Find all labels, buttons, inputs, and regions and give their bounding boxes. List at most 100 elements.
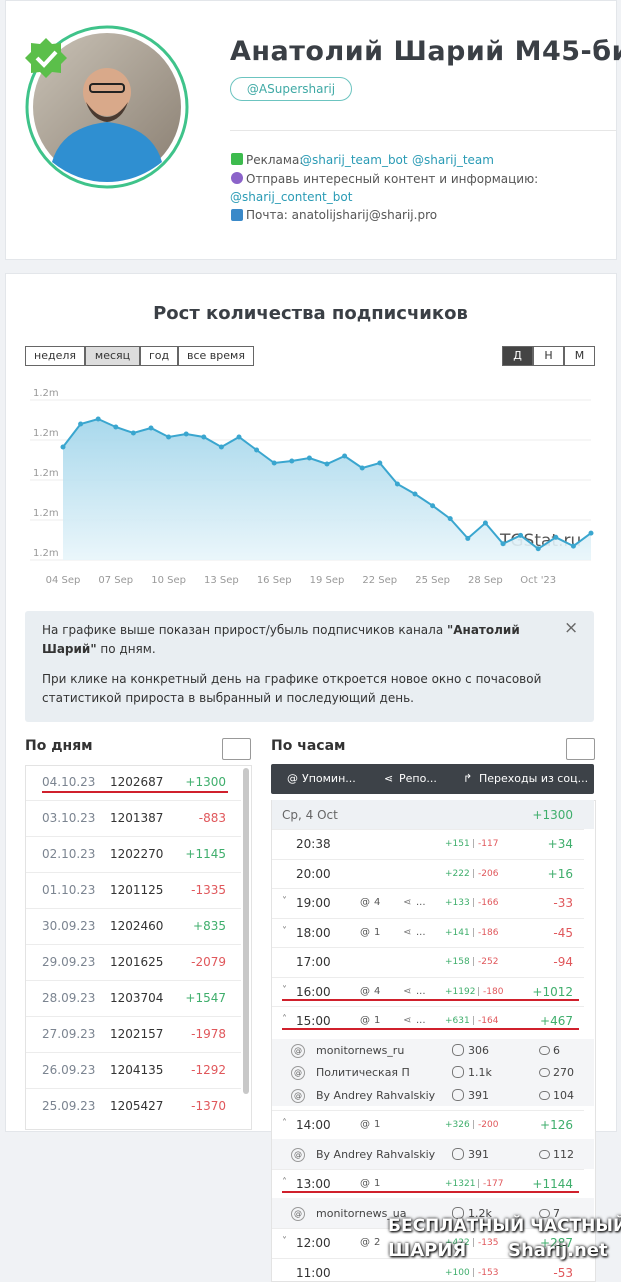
date[interactable]: 01.10.23 [42,883,96,897]
granularity-button[interactable]: Д [502,346,533,366]
point [482,520,488,526]
granularity-button[interactable]: М [564,346,595,366]
check-icon [231,153,243,165]
expand-caret[interactable]: ˅ [282,1236,287,1247]
granularity-button[interactable]: Н [533,346,564,366]
expand-caret[interactable]: ˄ [282,1014,287,1025]
point [324,461,330,467]
ad-link[interactable]: @sharij_team_bot [300,153,408,167]
date[interactable]: 25.09.23 [42,1099,96,1113]
tab[interactable]: Репо... [399,772,437,785]
channel-name[interactable]: By Andrey Rahvalskiy [316,1147,436,1161]
period-button[interactable]: год [140,346,178,366]
channel-name[interactable]: monitornews_ru [316,1043,405,1057]
x-tick-label: 13 Sep [204,575,239,586]
period-button[interactable]: неделя [25,346,85,366]
mention-icon: @ [360,985,370,997]
people-icon [452,1088,464,1101]
change: -2079 [191,955,226,969]
sub-row-bg [272,1038,594,1062]
period-button[interactable]: все время [178,346,254,366]
expand-caret[interactable]: ˅ [282,984,287,996]
separator: | [477,1179,481,1189]
row-divider [272,858,584,860]
views: 112 [553,1147,574,1161]
date[interactable]: 02.10.23 [42,847,96,861]
handle[interactable]: @ASupersharij [246,82,336,96]
x-tick-label: 16 Sep [257,575,292,586]
day-header [272,800,594,829]
channel-icon: @ [291,1206,305,1221]
export-button[interactable] [566,738,595,760]
point [535,546,541,552]
date[interactable]: 30.09.23 [42,919,96,933]
people-icon [231,172,243,184]
close-button[interactable]: × [564,618,579,638]
left: -186 [478,927,499,938]
hour-total: -53 [553,1265,573,1280]
ad-link[interactable]: @sharij_team [412,153,494,167]
tab-icon: ⋖ [384,772,394,785]
joined: +141 [445,927,470,938]
time: 19:00 [296,896,331,910]
point [148,425,154,431]
sub-row-bg [272,1061,594,1084]
point [500,541,506,547]
mention-icon: @ [360,926,370,938]
point [183,431,189,437]
left: -164 [478,1016,499,1026]
channel-subs: 306 [468,1043,489,1057]
channel-name[interactable]: By Andrey Rahvalskiy [316,1088,436,1102]
mentions: 4 [374,985,381,997]
scrollbar[interactable] [243,768,249,1094]
footer-watermark: Sharij.net [508,1240,608,1261]
row-divider [26,800,241,801]
point [78,421,84,427]
date[interactable]: 04.10.23 [42,775,96,789]
handle-pill[interactable] [230,77,352,101]
export-button[interactable] [222,738,251,760]
left: -206 [478,868,499,879]
row-divider [272,1257,584,1259]
hour-total: +126 [540,1118,573,1132]
expand-caret[interactable]: ˄ [282,1177,287,1188]
reposts: ... [416,985,426,997]
expand-caret[interactable]: ˅ [282,896,287,907]
date[interactable]: 28.09.23 [42,991,96,1005]
channel-name[interactable]: Политическая П [316,1066,410,1079]
date[interactable]: 03.10.23 [42,811,96,825]
date[interactable]: 29.09.23 [42,955,96,969]
tab-bar [271,764,594,794]
left: -153 [478,1267,499,1278]
separator: | [472,1238,476,1248]
tab[interactable]: Упомин... [302,772,356,785]
channel-subs: 1.1k [468,1066,492,1079]
repost-icon: ⋖ [403,985,412,997]
row-divider [272,947,584,948]
point [412,491,418,497]
y-tick-label: 1.2m [33,388,59,399]
row-divider [272,1006,584,1007]
expand-caret[interactable]: ˅ [282,925,287,937]
expand-caret[interactable]: ˄ [282,1118,287,1129]
send-link[interactable]: @sharij_content_bot [230,190,353,204]
change: -883 [198,811,226,825]
point [236,434,242,440]
date[interactable]: 26.09.23 [42,1063,96,1077]
hour-total: +16 [547,866,573,881]
repost-icon: ⋖ [403,926,412,938]
point [306,455,312,461]
point [218,444,224,450]
channel-name[interactable]: monitornews_ua [316,1206,407,1220]
period-button[interactable]: месяц [85,346,140,366]
point [588,530,594,536]
tab[interactable]: Переходы из соц... [479,772,589,785]
row-divider [26,980,241,981]
tab-icon: ↱ [463,772,473,785]
info-text: При клике на конкретный день на графике … [42,672,542,705]
left: -135 [478,1238,499,1248]
joined: +1192 [445,986,476,997]
date[interactable]: 27.09.23 [42,1027,96,1041]
info-text: На графике выше показан прирост/убыль по… [42,623,447,637]
highlight-underline [42,791,228,793]
